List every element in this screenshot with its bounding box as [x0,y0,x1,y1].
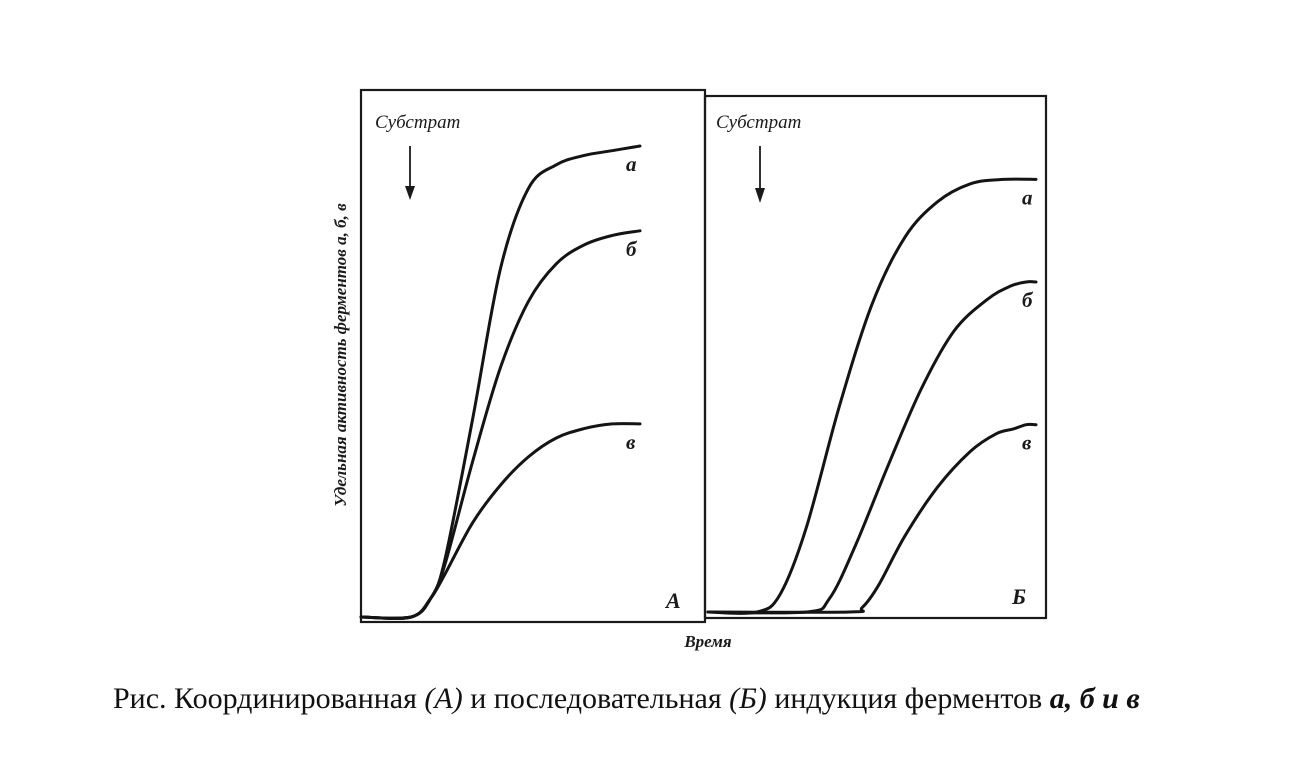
panel-a-substrate-label: Субстрат [375,112,460,133]
panel-a-letter: А [664,588,681,613]
panel-a-label-b: б [626,237,638,261]
panel-b-curve-a [706,177,1038,615]
panel-a-arrow-head [405,186,415,200]
panel-b-curve-b [706,280,1038,615]
panel-b-letter: Б [1011,584,1026,609]
panel-b-label-c: в [1022,431,1032,455]
panel-b-frame [703,94,1048,620]
caption-suffix: индукция ферментов [767,682,1050,715]
caption-b-label: (Б) [729,682,767,715]
panel-a-curve-c [359,422,642,620]
panel-b-substrate-label: Субстрат [716,112,801,133]
caption-middle: и последовательная [463,682,729,715]
panel-a-frame [359,88,707,624]
panel-b-label-b: б [1022,288,1034,312]
caption-a-label: (А) [424,682,462,715]
panel-a-label-c: в [626,430,636,454]
caption-prefix: Рис. Координированная [113,682,424,715]
panel-b-curve-c [706,422,1038,614]
x-axis-label: Время [683,632,732,651]
y-axis-label: Удельная активность ферментов а, б, в [331,203,350,507]
figure-caption: Рис. Координированная (А) и последовател… [113,682,1140,715]
panel-a-curve-a [359,144,642,620]
caption-enzymes: а, б и в [1050,682,1140,715]
panel-a-label-a: а [626,152,637,176]
panel-b-arrow-head [755,188,765,203]
panel-b-label-a: а [1022,185,1033,209]
